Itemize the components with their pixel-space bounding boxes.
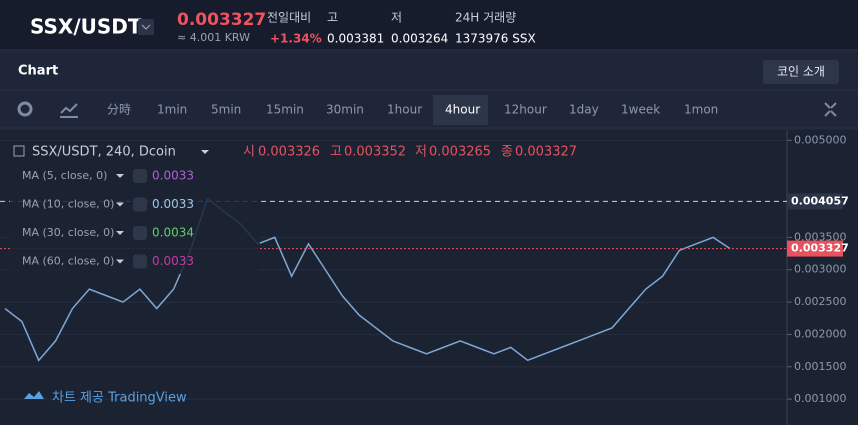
ma-value: 0.0034 bbox=[152, 226, 194, 240]
indicator-icon[interactable] bbox=[60, 103, 78, 118]
ma-label: MA (10, close, 0) bbox=[22, 198, 114, 211]
interval[interactable]: 30min bbox=[326, 103, 364, 117]
watermark[interactable]: 차트 제공 TradingView bbox=[52, 391, 187, 406]
ma-value: 0.0033 bbox=[152, 197, 194, 211]
interval[interactable]: 12hour bbox=[504, 103, 547, 117]
ma-legend: MA (5, close, 0) 0.0033 MA (10, close, 0) 0… bbox=[22, 169, 194, 269]
price: 0.003327 bbox=[177, 10, 266, 30]
interval[interactable]: 5min bbox=[211, 103, 241, 117]
collapse-icon[interactable] bbox=[13, 145, 25, 157]
dropdown-icon bbox=[141, 24, 151, 30]
volume: 1373976 SSX bbox=[455, 32, 536, 46]
open: 0.003326 bbox=[258, 145, 320, 160]
toolbar: 分時 1min 5min 15min 30min 1hour 4hour 12hour 1day… bbox=[107, 95, 718, 125]
high-label: 고 bbox=[330, 145, 342, 160]
interval[interactable]: 1min bbox=[157, 103, 187, 117]
pair-dropdown[interactable] bbox=[138, 19, 154, 35]
close: 0.003327 bbox=[515, 145, 577, 160]
low-label: 저 bbox=[415, 145, 427, 160]
ma-label: MA (30, close, 0) bbox=[22, 226, 114, 239]
interval[interactable]: 15min bbox=[266, 103, 304, 117]
price-label: 0.003327 bbox=[791, 242, 849, 255]
interval[interactable]: 1hour bbox=[387, 103, 422, 117]
price-line bbox=[4, 197, 731, 362]
price-label-bg bbox=[787, 240, 843, 257]
symbol-dropdown[interactable] bbox=[201, 150, 209, 154]
active-interval bbox=[433, 95, 488, 125]
y-tick-label: 0.002500 bbox=[794, 295, 847, 308]
ma-dropdown[interactable] bbox=[116, 231, 124, 235]
pair: SSX/USDT bbox=[30, 15, 142, 39]
change: +1.34% bbox=[270, 32, 322, 46]
interval[interactable]: 1week bbox=[621, 103, 660, 117]
low-label: 저 bbox=[391, 11, 402, 25]
close-label: 종 bbox=[501, 145, 513, 160]
legend-symbol: SSX/USDT, 240, Dcoin bbox=[32, 145, 176, 160]
ma-settings[interactable] bbox=[133, 197, 147, 212]
low: 0.003265 bbox=[429, 145, 491, 160]
ma-label: MA (60, close, 0) bbox=[22, 255, 114, 268]
ma-dropdown[interactable] bbox=[116, 259, 124, 264]
y-tick-label: 0.003500 bbox=[794, 230, 847, 243]
price-label: 0.004057 bbox=[791, 194, 849, 207]
button-label: 코인 소개 bbox=[777, 65, 825, 79]
settings-icon[interactable] bbox=[17, 101, 33, 117]
interval[interactable]: 1day bbox=[569, 103, 599, 117]
ma-value: 0.0033 bbox=[152, 254, 194, 268]
fullscreen-icon[interactable] bbox=[824, 102, 837, 117]
ma-dropdown[interactable] bbox=[116, 174, 124, 178]
y-tick-label: 0.001500 bbox=[794, 360, 847, 373]
coin-info-button[interactable] bbox=[763, 60, 839, 84]
change-label: 전일대비 bbox=[267, 11, 311, 25]
y-tick-label: 0.003000 bbox=[794, 263, 847, 276]
volume-label: 24H 거래량 bbox=[455, 11, 516, 25]
interval[interactable]: 分時 bbox=[107, 103, 131, 117]
y-tick-label: 0.001000 bbox=[794, 392, 847, 405]
high: 0.003381 bbox=[327, 32, 384, 46]
ma-label: MA (5, close, 0) bbox=[22, 169, 107, 182]
ma-dropdown[interactable] bbox=[116, 202, 124, 207]
low: 0.003264 bbox=[391, 32, 448, 46]
interval[interactable]: 1mon bbox=[684, 103, 718, 117]
y-tick-label: 0.002000 bbox=[794, 327, 847, 340]
high-label: 고 bbox=[327, 11, 338, 25]
y-tick-label: 0.005000 bbox=[794, 133, 847, 146]
tradingview-logo bbox=[24, 391, 44, 399]
panel-title: Chart bbox=[18, 64, 58, 79]
open-label: 시 bbox=[243, 145, 255, 160]
ma-settings[interactable] bbox=[133, 169, 147, 183]
ma-settings[interactable] bbox=[133, 254, 147, 269]
krw: ≈ 4.001 KRW bbox=[177, 31, 250, 44]
price-label-bg bbox=[787, 193, 843, 210]
high: 0.003352 bbox=[344, 145, 406, 160]
interval[interactable]: 4hour bbox=[445, 103, 480, 117]
plot: 0.005000 0.003500 0.003000 0.002500 0.002000… bbox=[0, 133, 849, 405]
ma-settings[interactable] bbox=[133, 226, 147, 240]
ma-value: 0.0033 bbox=[152, 169, 194, 183]
